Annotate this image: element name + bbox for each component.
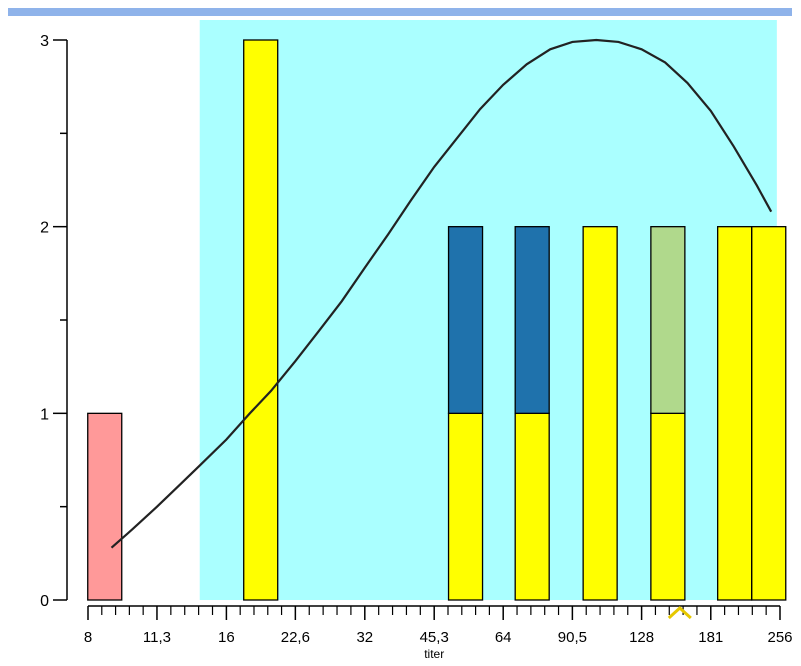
bars-group xyxy=(87,39,787,601)
bar-5-segment-1 xyxy=(582,226,618,601)
y-tick-label: 1 xyxy=(40,406,49,423)
x-tick-label: 256 xyxy=(767,629,792,646)
bar-3-segment-1 xyxy=(447,412,484,601)
bar-6-segment-1 xyxy=(650,412,686,601)
x-tick-label: 16 xyxy=(218,629,235,646)
y-tick-label: 2 xyxy=(40,220,49,237)
y-tick-label: 0 xyxy=(40,593,49,610)
x-tick-label: 11,3 xyxy=(143,629,171,646)
x-tick-label: 181 xyxy=(698,629,723,646)
range-band xyxy=(199,20,777,600)
y-axis: 0 1 2 3 xyxy=(40,33,68,610)
fit-curve xyxy=(110,38,773,549)
bar-1-segment-1 xyxy=(87,412,123,601)
bar-7-segment-1 xyxy=(717,226,753,601)
y-tick-label: 3 xyxy=(40,33,49,50)
bar-4-segment-2 xyxy=(514,226,550,414)
bar-3-segment-2 xyxy=(447,226,484,414)
bar-2-segment-1 xyxy=(243,39,279,601)
x-tick-label: 128 xyxy=(629,629,654,646)
bar-4-segment-1 xyxy=(514,412,550,601)
x-axis-label: titer xyxy=(424,647,444,661)
bar-6-segment-2 xyxy=(650,226,686,414)
x-tick-label: 22,6 xyxy=(281,629,310,646)
x-tick-label: 45,3 xyxy=(420,629,449,646)
x-tick-label: 90,5 xyxy=(558,629,587,646)
median-marker-icon xyxy=(667,605,692,620)
bar-8-segment-1 xyxy=(751,226,787,601)
x-tick-label: 32 xyxy=(356,629,373,646)
x-tick-label: 64 xyxy=(495,629,512,646)
x-tick-label: 8 xyxy=(84,629,92,646)
x-axis: 8 11,3 16 22,6 32 45,3 64 90,5 128 181 256 xyxy=(84,605,793,646)
top-bar xyxy=(8,8,792,16)
